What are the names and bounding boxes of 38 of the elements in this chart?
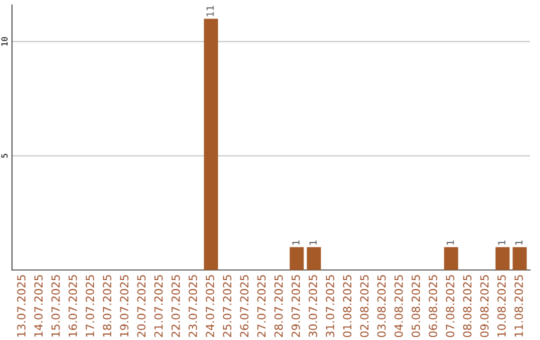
x-tick-label: 10.08.2025 xyxy=(497,275,506,337)
x-tick-label: 28.07.2025 xyxy=(274,275,283,337)
x-tick-label: 13.07.2025 xyxy=(17,275,26,337)
x-tick-label: 26.07.2025 xyxy=(240,275,248,337)
x-tick-label: 07.08.2025 xyxy=(446,275,454,338)
x-tick-label: 24.07.2025 xyxy=(206,275,214,337)
x-tick-label: 22.07.2025 xyxy=(171,275,180,337)
x-tick-label: 29.07.2025 xyxy=(292,275,300,337)
data-label: 1 xyxy=(446,240,454,245)
x-tick-label: 30.07.2025 xyxy=(308,275,318,337)
x-tick-label: 19.07.2025 xyxy=(120,275,128,337)
y-tick-label: 5 xyxy=(1,154,8,158)
x-tick-label: 11.08.2025 xyxy=(514,275,523,337)
x-tick-label: 08.08.2025 xyxy=(463,275,472,338)
x-tick-label: 03.08.2025 xyxy=(377,275,386,338)
x-tick-label: 18.07.2025 xyxy=(102,275,112,337)
x-tick-label: 16.07.2025 xyxy=(68,275,77,337)
x-tick-label: 09.08.2025 xyxy=(480,275,489,338)
data-label: 1 xyxy=(309,240,317,245)
x-tick-label: 06.08.2025 xyxy=(428,275,438,338)
y-tick-label: 10 xyxy=(1,37,8,46)
x-tick-label: 20.07.2025 xyxy=(137,275,146,337)
data-label: 1 xyxy=(515,240,522,245)
data-label: 1 xyxy=(498,240,506,245)
x-tick-label: 05.08.2025 xyxy=(412,275,420,338)
x-tick-label: 17.07.2025 xyxy=(86,275,94,337)
x-tick-label: 25.07.2025 xyxy=(222,275,232,337)
x-tick-label: 04.08.2025 xyxy=(394,275,403,338)
data-label: 11 xyxy=(206,6,214,16)
x-tick-label: 21.07.2025 xyxy=(154,275,163,337)
x-tick-label: 15.07.2025 xyxy=(51,275,60,337)
x-tick-label: 23.07.2025 xyxy=(188,275,198,337)
x-tick-label: 27.07.2025 xyxy=(257,275,266,337)
x-tick-label: 31.07.2025 xyxy=(326,275,334,337)
data-label: 1 xyxy=(292,240,300,245)
x-tick-label: 14.07.2025 xyxy=(34,275,43,337)
x-tick-label: 02.08.2025 xyxy=(360,275,369,338)
x-tick-label: 01.08.2025 xyxy=(343,275,352,338)
